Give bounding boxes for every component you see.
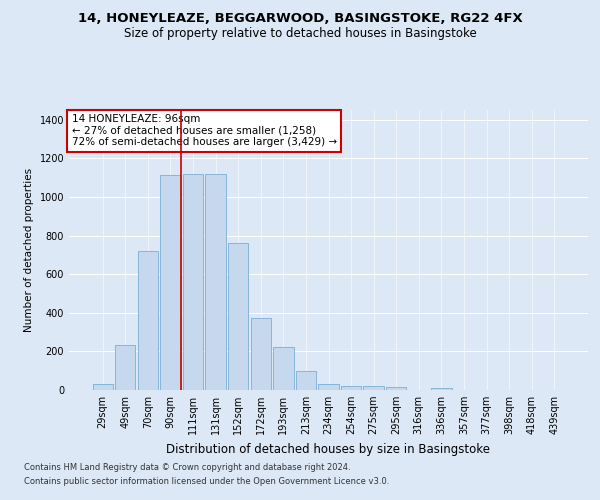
- Text: Size of property relative to detached houses in Basingstoke: Size of property relative to detached ho…: [124, 28, 476, 40]
- Bar: [273, 346, 293, 390]
- Text: Contains public sector information licensed under the Open Government Licence v3: Contains public sector information licen…: [24, 477, 389, 486]
- Bar: [183, 174, 203, 390]
- Text: 14, HONEYLEAZE, BEGGARWOOD, BASINGSTOKE, RG22 4FX: 14, HONEYLEAZE, BEGGARWOOD, BASINGSTOKE,…: [77, 12, 523, 26]
- Bar: [138, 251, 158, 390]
- Y-axis label: Number of detached properties: Number of detached properties: [24, 168, 34, 332]
- Bar: [341, 386, 361, 390]
- Bar: [296, 370, 316, 390]
- Bar: [364, 386, 384, 390]
- Bar: [115, 344, 136, 390]
- Bar: [319, 384, 338, 390]
- X-axis label: Distribution of detached houses by size in Basingstoke: Distribution of detached houses by size …: [167, 442, 491, 456]
- Bar: [251, 318, 271, 390]
- Text: 14 HONEYLEAZE: 96sqm
← 27% of detached houses are smaller (1,258)
72% of semi-de: 14 HONEYLEAZE: 96sqm ← 27% of detached h…: [71, 114, 337, 148]
- Bar: [205, 174, 226, 390]
- Bar: [386, 387, 406, 390]
- Text: Contains HM Land Registry data © Crown copyright and database right 2024.: Contains HM Land Registry data © Crown c…: [24, 464, 350, 472]
- Bar: [431, 388, 452, 390]
- Bar: [160, 174, 181, 390]
- Bar: [228, 243, 248, 390]
- Bar: [92, 384, 113, 390]
